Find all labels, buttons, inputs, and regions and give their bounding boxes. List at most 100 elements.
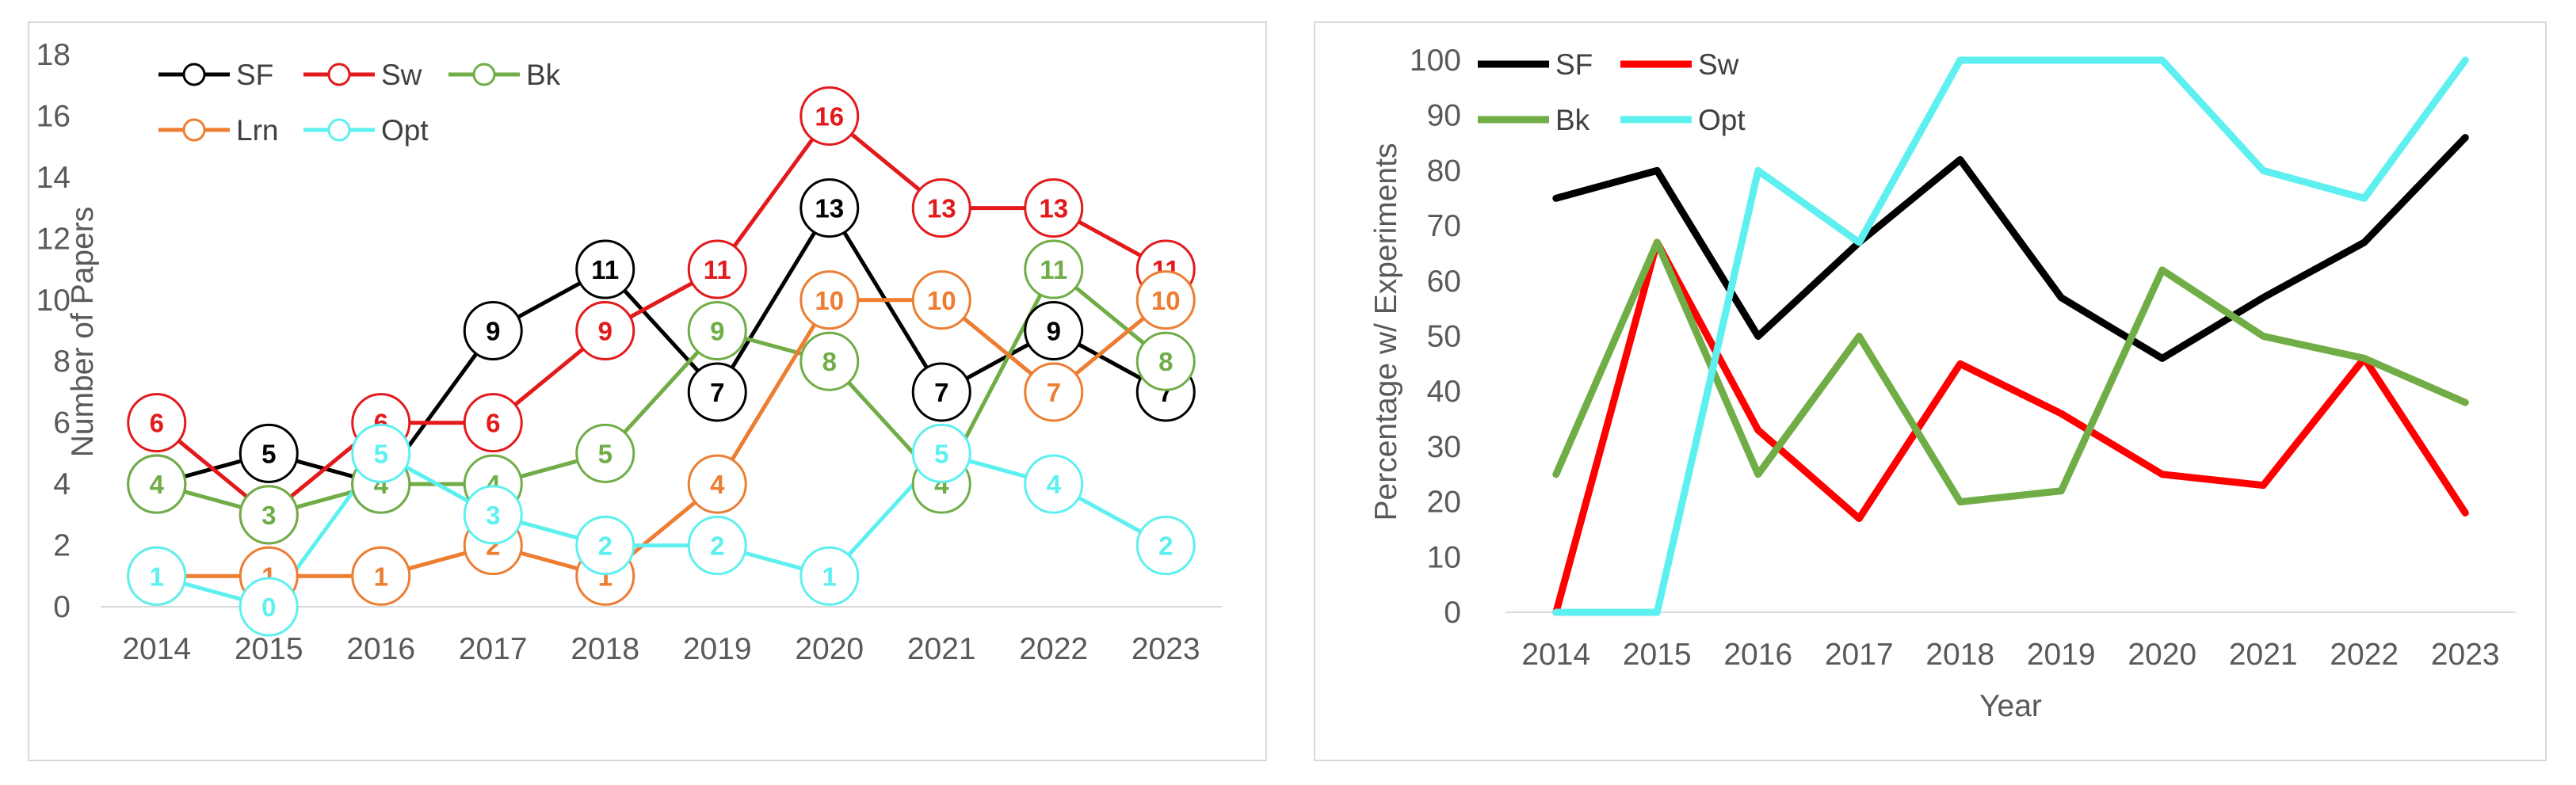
- experiments-y-tick-label: 40: [1427, 375, 1461, 409]
- papers-data-label-opt: 5: [374, 439, 388, 468]
- experiments-legend-item-bk: Bk: [1478, 104, 1590, 136]
- experiments-series-line-opt: [1552, 56, 2469, 616]
- papers-marker-lrn: [351, 546, 411, 606]
- papers-marker-opt: [575, 516, 635, 576]
- papers-marker-lrn: [687, 454, 747, 514]
- papers-data-point-opt: 2: [575, 516, 635, 576]
- papers-x-tick-label: 2022: [1019, 632, 1088, 666]
- papers-x-tick-label: 2023: [1132, 632, 1200, 666]
- papers-data-label-lrn: 1: [374, 562, 388, 591]
- papers-legend-item-opt: Opt: [303, 114, 429, 147]
- papers-legend-label: Opt: [381, 114, 429, 147]
- papers-x-tick-label: 2020: [795, 632, 864, 666]
- experiments-x-tick-label: 2018: [1925, 638, 1994, 672]
- experiments-x-tick-label: 2014: [1521, 638, 1590, 672]
- experiments-y-tick-label: 60: [1427, 265, 1461, 299]
- papers-marker-opt: [351, 423, 411, 483]
- papers-data-point-sf: 9: [1024, 301, 1084, 360]
- papers-legend-marker: [182, 63, 206, 86]
- experiments-legend-label: Bk: [1555, 104, 1590, 136]
- papers-marker-sf: [575, 239, 635, 299]
- papers-data-label-bk: 8: [1158, 347, 1173, 376]
- papers-chart-panel: 0 2 4 6 8 10 12 14 16 18 2014 2015 2016 2017 2018 2019 2…: [28, 21, 1267, 761]
- papers-marker-opt: [687, 516, 747, 576]
- papers-data-point-opt: 0: [239, 577, 299, 637]
- papers-marker-sw: [911, 178, 971, 238]
- papers-data-label-sw: 6: [150, 409, 164, 438]
- papers-data-point-sw: 13: [1024, 178, 1084, 238]
- papers-data-point-sw: 13: [911, 178, 971, 238]
- papers-marker-bk: [127, 454, 187, 514]
- papers-marker-sw: [463, 393, 523, 453]
- papers-data-label-opt: 1: [822, 562, 837, 591]
- papers-y-tick-label: 8: [53, 345, 71, 379]
- papers-data-point-bk: 8: [1135, 331, 1196, 391]
- papers-data-point-bk: 5: [575, 423, 635, 483]
- papers-marker-bk: [687, 301, 747, 360]
- papers-data-label-opt: 4: [1047, 470, 1062, 499]
- papers-marker-lrn: [800, 270, 860, 330]
- experiments-legend-item-sf: SF: [1478, 48, 1593, 81]
- experiments-legend-label: SF: [1555, 48, 1593, 81]
- experiments-x-tick-label: 2017: [1825, 638, 1894, 672]
- papers-data-point-sf: 13: [800, 178, 860, 238]
- papers-data-label-lrn: 7: [1047, 378, 1061, 407]
- papers-legend-label: Bk: [526, 59, 561, 91]
- papers-data-point-bk: 9: [687, 301, 747, 360]
- experiments-chart-panel: 0 10 20 30 40 50 60 70 80 90 100 2014 2015 2016 2017 20…: [1314, 21, 2547, 761]
- papers-x-tick-label: 2018: [571, 632, 639, 666]
- experiments-x-tick-label: 2016: [1723, 638, 1792, 672]
- papers-data-label-lrn: 10: [815, 286, 844, 315]
- papers-marker-sw: [127, 393, 187, 453]
- papers-marker-opt: [911, 423, 971, 483]
- experiments-x-tick-label: 2023: [2431, 638, 2500, 672]
- papers-y-tick-label: 12: [36, 222, 71, 256]
- papers-legend-label: SF: [236, 59, 273, 91]
- papers-data-point-lrn: 4: [687, 454, 747, 514]
- papers-data-label-lrn: 10: [1151, 286, 1181, 315]
- papers-legend-marker: [327, 63, 351, 86]
- papers-marker-lrn: [1024, 362, 1084, 422]
- papers-marker-sf: [239, 423, 299, 483]
- papers-data-label-sf: 13: [815, 194, 844, 223]
- papers-x-tick-label: 2015: [235, 632, 303, 666]
- papers-marker-sf: [800, 178, 860, 238]
- papers-data-point-lrn: 7: [1024, 362, 1084, 422]
- experiments-legend-item-opt: Opt: [1620, 104, 1746, 136]
- experiments-y-axis-title: Percentage w/ Experiments: [1369, 143, 1403, 521]
- experiments-x-tick-label: 2020: [2128, 638, 2196, 672]
- papers-data-point-lrn: 10: [800, 270, 860, 330]
- papers-data-label-sf: 5: [261, 439, 276, 468]
- papers-data-label-bk: 11: [1040, 255, 1067, 284]
- papers-x-tick-label: 2021: [907, 632, 976, 666]
- papers-x-tick-label: 2014: [122, 632, 191, 666]
- papers-y-tick-label: 0: [53, 590, 71, 624]
- papers-legend-item-lrn: Lrn: [158, 114, 278, 147]
- papers-data-point-opt: 5: [911, 423, 971, 483]
- papers-data-point-opt: 4: [1024, 454, 1084, 514]
- papers-marker-bk: [575, 423, 635, 483]
- papers-data-label-lrn: 10: [927, 286, 956, 315]
- papers-data-label-sw: 6: [486, 409, 500, 438]
- papers-data-label-bk: 8: [822, 347, 837, 376]
- papers-marker-sw: [575, 301, 635, 360]
- papers-x-tick-label: 2016: [346, 632, 415, 666]
- papers-data-label-bk: 4: [150, 470, 165, 499]
- papers-marker-opt: [239, 577, 299, 637]
- papers-marker-bk: [1024, 239, 1084, 299]
- experiments-y-tick-label: 70: [1427, 209, 1461, 243]
- papers-data-point-opt: 2: [1135, 516, 1196, 576]
- papers-data-label-sf: 9: [1047, 317, 1061, 346]
- papers-data-point-opt: 3: [463, 485, 523, 545]
- papers-marker-lrn: [1135, 270, 1196, 330]
- papers-data-point-sf: 7: [687, 362, 747, 422]
- papers-legend-marker: [327, 118, 351, 142]
- papers-data-label-bk: 5: [598, 439, 613, 468]
- papers-x-tick-label: 2019: [683, 632, 752, 666]
- papers-data-point-bk: 8: [800, 331, 860, 391]
- papers-y-tick-label: 4: [53, 467, 71, 501]
- papers-data-point-bk: 4: [127, 454, 187, 514]
- papers-data-label-opt: 0: [261, 593, 276, 622]
- experiments-y-tick-label: 90: [1427, 99, 1461, 133]
